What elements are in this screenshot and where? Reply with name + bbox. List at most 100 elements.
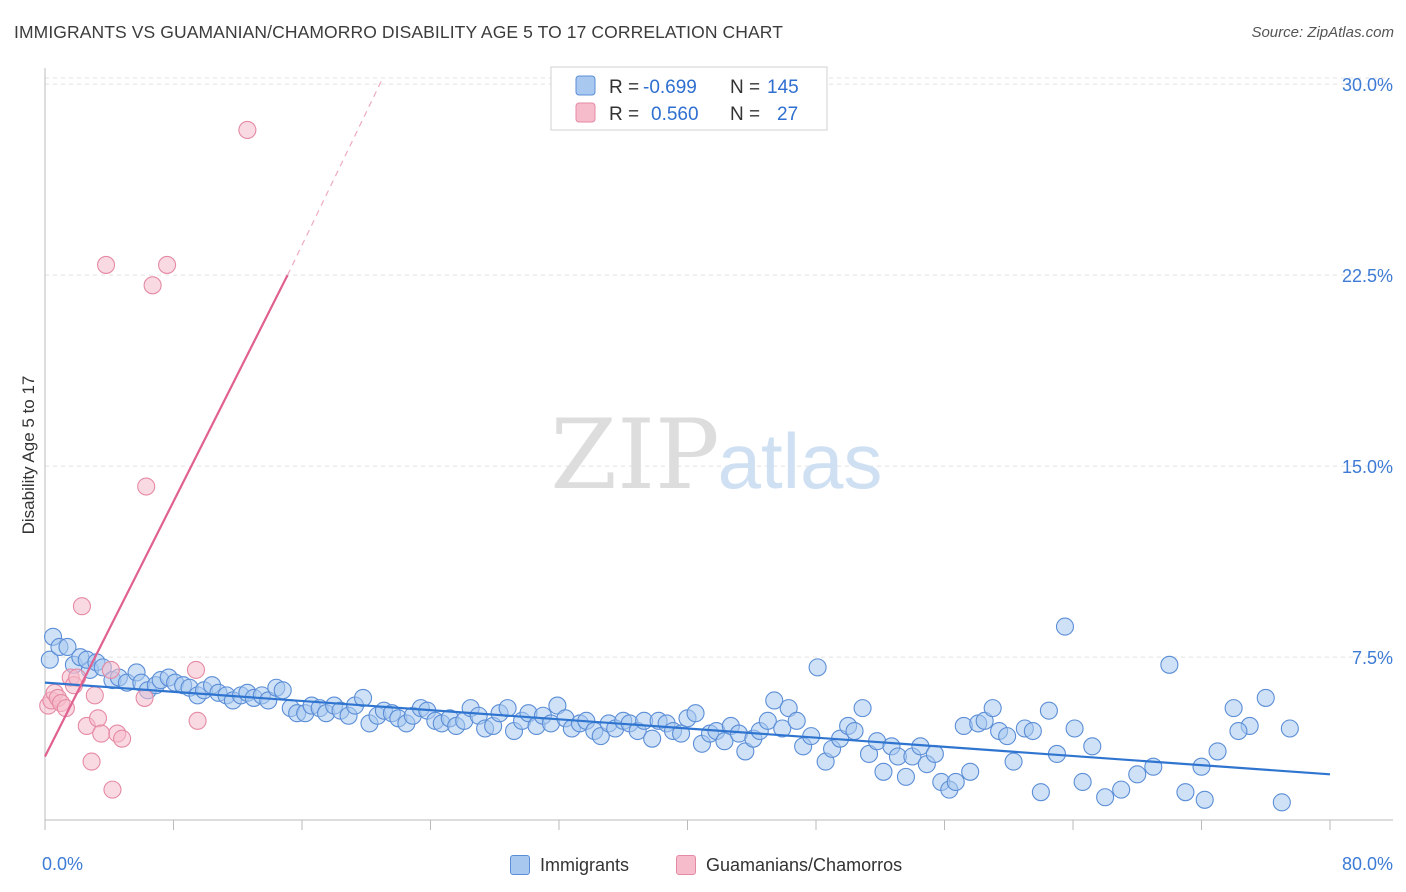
immigrants-point	[498, 699, 517, 718]
immigrants-point	[975, 711, 994, 730]
watermark-atlas: atlas	[718, 417, 883, 505]
legend-n-value: 27	[777, 104, 798, 125]
immigrants-point	[1272, 793, 1291, 812]
immigrants-point	[548, 696, 567, 715]
immigrants-point	[736, 742, 755, 761]
guamanians-trend-line	[44, 274, 289, 758]
immigrants-point	[845, 721, 864, 741]
immigrants-point	[859, 744, 879, 764]
immigrants-point	[874, 762, 893, 781]
legend-n-value: 145	[767, 77, 799, 98]
immigrants-point	[1039, 701, 1058, 720]
immigrants-point	[1224, 699, 1243, 718]
immigrants-point	[1031, 783, 1050, 802]
immigrants-point	[1004, 752, 1023, 771]
legend-swatch-guamanians	[676, 855, 696, 875]
guamanians-point	[72, 597, 91, 616]
immigrants-point	[686, 704, 705, 723]
y-tick-label: 15.0%	[1342, 457, 1393, 477]
watermark: ZIP atlas	[550, 399, 882, 511]
legend-n-label: N =	[730, 77, 760, 98]
guamanians-point	[188, 711, 207, 730]
legend-r-value: 0.560	[651, 104, 699, 125]
immigrants-point	[983, 699, 1002, 718]
grid-lines	[45, 77, 1390, 658]
legend-r-label: R =	[609, 77, 639, 98]
immigrants-point	[853, 699, 872, 718]
legend-item-guamanians: Guamanians/Chamorros	[676, 852, 902, 878]
legend-label-guamanians: Guamanians/Chamorros	[706, 854, 903, 875]
immigrants-point	[1192, 757, 1211, 776]
guamanians-point	[137, 477, 156, 496]
legend-top: R = -0.699 N = 145 R = 0.560 N = 27	[550, 66, 828, 131]
immigrants-point	[1256, 688, 1275, 707]
immigrants-point	[765, 691, 784, 710]
immigrants-point	[896, 767, 916, 786]
guamanians-point	[88, 709, 108, 728]
immigrants-trend-line	[44, 681, 1331, 776]
immigrants-point	[715, 732, 734, 751]
immigrants-point	[1073, 772, 1092, 792]
immigrants-point	[961, 762, 980, 781]
immigrants-point	[1023, 721, 1042, 741]
trend-lines	[44, 78, 1331, 776]
guamanians-point	[92, 724, 111, 743]
immigrants-point	[808, 658, 827, 677]
legend-swatch-immigrants	[575, 75, 596, 96]
chart-title: IMMIGRANTS VS GUAMANIAN/CHAMORRO DISABIL…	[14, 22, 784, 42]
immigrants-point	[1096, 788, 1115, 807]
legend-swatch-guamanians	[575, 102, 596, 123]
immigrants-point	[787, 711, 806, 730]
watermark-zip: ZIP	[550, 399, 719, 511]
y-tick-label: 30.0%	[1342, 75, 1393, 95]
immigrants-point	[1195, 790, 1214, 809]
immigrants-point	[779, 699, 798, 718]
guamanians-points	[39, 120, 257, 799]
x-tick-label: 0.0%	[42, 854, 83, 874]
guamanians-point	[143, 276, 162, 295]
x-tick-label: 80.0%	[1342, 854, 1393, 874]
immigrants-point	[773, 719, 792, 738]
y-axis-label: Disability Age 5 to 17	[19, 376, 38, 535]
immigrants-point	[58, 637, 77, 657]
immigrants-point	[758, 711, 777, 730]
immigrants-point	[1128, 765, 1147, 784]
immigrants-point	[1083, 737, 1102, 756]
guamanians-point	[238, 120, 257, 139]
immigrants-point	[40, 650, 59, 669]
legend-bottom: Immigrants Guamanians/Chamorros	[0, 852, 1406, 878]
guamanians-point	[135, 688, 154, 707]
guamanians-point	[158, 255, 177, 274]
immigrants-point	[1160, 655, 1179, 674]
legend-item-immigrants: Immigrants	[510, 852, 629, 878]
immigrants-point	[273, 681, 292, 700]
immigrants-point	[925, 744, 944, 764]
immigrants-point	[998, 727, 1017, 746]
immigrants-point	[1280, 719, 1299, 738]
guamanians-point	[82, 752, 101, 771]
legend-swatch-immigrants	[510, 855, 530, 875]
immigrants-point	[259, 691, 278, 710]
guamanians-point	[113, 729, 132, 748]
guamanians-point	[96, 255, 116, 274]
immigrants-point	[946, 772, 965, 792]
source-label: Source: ZipAtlas.com	[1251, 24, 1394, 41]
legend-r-value: -0.699	[643, 77, 697, 98]
y-tick-label: 22.5%	[1342, 266, 1393, 286]
tick-labels: 7.5% 15.0% 22.5% 30.0% 0.0% 80.0%	[42, 75, 1393, 874]
legend-label-immigrants: Immigrants	[540, 854, 630, 875]
immigrants-point	[1112, 780, 1131, 799]
y-tick-label: 7.5%	[1352, 648, 1393, 668]
immigrants-point	[1208, 742, 1227, 761]
guamanians-point	[85, 686, 104, 705]
immigrants-point	[591, 727, 610, 746]
legend-n-label: N =	[730, 104, 760, 125]
immigrants-point	[1055, 617, 1075, 636]
guamanians-point	[101, 660, 120, 679]
immigrants-point	[1229, 721, 1248, 741]
immigrants-point	[643, 729, 662, 748]
guamanians-trend-extension	[287, 78, 383, 276]
immigrants-point	[1176, 783, 1195, 802]
guamanians-point	[186, 660, 206, 679]
